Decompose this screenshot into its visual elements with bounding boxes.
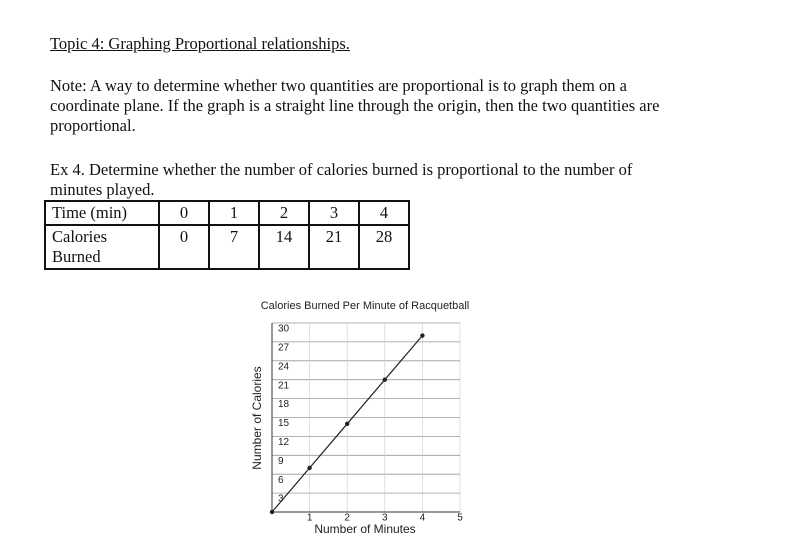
y-tick-label: 12: [278, 437, 290, 448]
data-table: Time (min) 0 1 2 3 4 Calories Burned 0 7 14 21 28: [44, 200, 410, 270]
x-axis-label: Number of Minutes: [314, 522, 415, 536]
x-tick-label: 3: [382, 513, 388, 524]
x-tick-label: 4: [420, 513, 426, 524]
note: Note: A way to determine whether two qua…: [50, 76, 660, 135]
y-tick-label: 24: [278, 361, 290, 372]
topic-heading: Topic 4: Graphing Proportional relations…: [50, 34, 350, 53]
y-tick-label: 3: [278, 494, 284, 505]
y-axis-label: Number of Calories: [250, 366, 264, 469]
y-tick-label: 9: [278, 456, 284, 467]
table-cell: 2: [258, 200, 310, 226]
x-tick-label: 5: [457, 513, 463, 524]
x-tick-label: 1: [307, 513, 313, 524]
table-cell: 3: [308, 200, 360, 226]
y-tick-label: 27: [278, 343, 290, 354]
x-tick-label: 2: [344, 513, 350, 524]
row-header: Calories Burned: [44, 224, 160, 270]
y-tick-label: 18: [278, 399, 290, 410]
example: Ex 4. Determine whether the number of ca…: [50, 160, 633, 199]
data-point: [382, 377, 387, 382]
row-header: Time (min): [44, 200, 160, 226]
table-cell: 1: [208, 200, 260, 226]
data-point: [345, 421, 350, 426]
table-cell: 21: [308, 224, 360, 270]
data-point: [307, 465, 312, 471]
y-tick-label: 6: [278, 475, 284, 486]
table-cell: 14: [258, 224, 310, 270]
table-cell: 0: [158, 200, 210, 226]
table-cell: 7: [208, 224, 260, 270]
data-point: [269, 509, 275, 515]
table-cell: 4: [358, 200, 410, 226]
table-row: Calories Burned 0 7 14 21 28: [44, 224, 410, 270]
y-tick-label: 15: [278, 418, 290, 429]
chart-title: Calories Burned Per Minute of Racquetbal…: [261, 300, 470, 312]
table-row: Time (min) 0 1 2 3 4: [44, 200, 410, 226]
y-tick-label: 21: [278, 380, 290, 391]
y-tick-label: 30: [278, 324, 290, 335]
table-cell: 28: [358, 224, 410, 270]
table-cell: 0: [158, 224, 210, 270]
data-point: [420, 333, 425, 338]
